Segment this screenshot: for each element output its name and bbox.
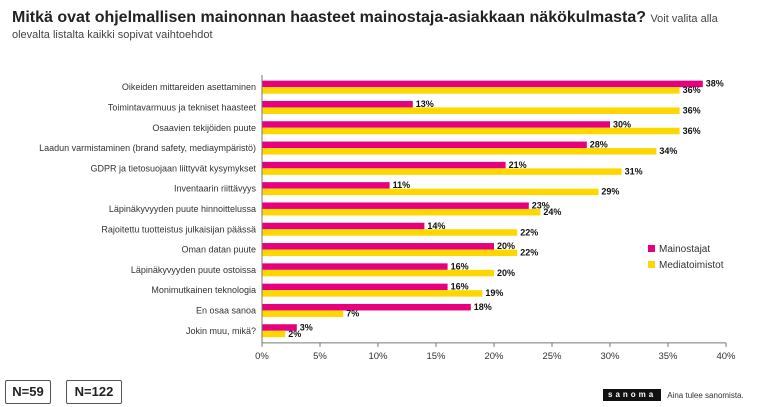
value-label-mainostajat: 13%: [416, 99, 434, 109]
bar-mainostajat: [262, 80, 703, 88]
x-tick-label: 5%: [313, 351, 327, 362]
value-label-mainostajat: 11%: [393, 180, 411, 190]
sanoma-logo: sanoma: [603, 389, 662, 401]
bar-mediatoimistot: [262, 127, 680, 135]
category-label: En osaa sanoa: [196, 305, 256, 315]
brand-tagline: Aina tulee sanomista.: [667, 390, 744, 400]
value-label-mediatoimistot: 22%: [520, 248, 538, 258]
legend-label-mediatoimistot: Mediatoimistot: [659, 260, 724, 271]
bar-mainostajat: [262, 283, 448, 291]
value-label-mainostajat: 16%: [451, 282, 469, 292]
bar-mediatoimistot: [262, 208, 541, 216]
value-label-mediatoimistot: 2%: [288, 329, 301, 339]
bar-mainostajat: [262, 324, 297, 331]
value-label-mainostajat: 30%: [613, 119, 631, 129]
category-label: Toimintavarmuus ja tekniset haasteet: [108, 102, 257, 112]
x-tick-label: 30%: [600, 351, 620, 362]
category-label: Läpinäkyvyyden puute hinnoittelussa: [109, 204, 256, 214]
sample-size-mediatoimistot: N=122: [66, 380, 122, 404]
brand-footer: sanoma Aina tulee sanomista.: [603, 389, 744, 401]
bar-mediatoimistot: [262, 229, 518, 236]
value-label-mediatoimistot: 20%: [497, 268, 515, 278]
value-label-mediatoimistot: 36%: [683, 126, 701, 136]
category-label: Laadun varmistaminen (brand safety, medi…: [39, 143, 256, 153]
category-label: Osaavien tekijöiden puute: [152, 123, 256, 133]
chart-subtitle-continued: olevalta listalta kaikki sopivat vaihtoe…: [12, 29, 213, 41]
bar-mainostajat: [262, 121, 610, 128]
category-label: GDPR ja tietosuojaan liittyvät kysymykse…: [90, 163, 256, 173]
legend-swatch-mainostajat: [648, 245, 655, 252]
bar-mainostajat: [262, 263, 448, 270]
value-label-mainostajat: 21%: [509, 160, 527, 170]
bar-mediatoimistot: [262, 310, 344, 317]
value-label-mainostajat: 23%: [532, 200, 550, 210]
bar-chart: Oikeiden mittareiden asettaminen 38% 36% To…: [39, 75, 736, 362]
x-tick-label: 25%: [542, 351, 562, 362]
legend-swatch-mediatoimistot: [648, 261, 655, 268]
value-label-mediatoimistot: 19%: [485, 288, 503, 298]
value-label-mediatoimistot: 36%: [683, 105, 701, 115]
bar-mainostajat: [262, 141, 587, 149]
category-label: Oikeiden mittareiden asettaminen: [122, 82, 256, 92]
x-tick-label: 0%: [255, 351, 269, 362]
chart-subtitle: Voit valita alla: [650, 13, 718, 25]
bar-mainostajat: [262, 100, 413, 108]
bar-mainostajat: [262, 222, 425, 230]
category-label: Rajoitettu tuotteistus julkaisijan pääss…: [101, 224, 256, 234]
value-label-mediatoimistot: 22%: [520, 227, 538, 237]
bar-mediatoimistot: [262, 330, 286, 338]
category-label: Oman datan puute: [181, 245, 256, 255]
x-tick-label: 35%: [658, 351, 678, 362]
value-label-mediatoimistot: 7%: [346, 308, 359, 318]
x-tick-label: 20%: [484, 351, 504, 362]
bar-mainostajat: [262, 303, 471, 311]
bar-mainostajat: [262, 161, 506, 169]
bar-mediatoimistot: [262, 87, 680, 94]
bar-mediatoimistot: [262, 188, 599, 196]
bar-mediatoimistot: [262, 168, 622, 175]
sample-size-mainostajat: N=59: [5, 380, 51, 404]
value-label-mainostajat: 3%: [300, 322, 313, 332]
legend-label-mainostajat: Mainostajat: [659, 244, 710, 255]
value-label-mediatoimistot: 34%: [659, 146, 677, 156]
value-label-mainostajat: 18%: [474, 302, 492, 312]
category-label: Inventaarin riittävyys: [174, 184, 257, 194]
value-label-mediatoimistot: 31%: [625, 166, 643, 176]
value-label-mediatoimistot: 24%: [543, 207, 561, 217]
value-label-mediatoimistot: 29%: [601, 187, 619, 197]
value-label-mainostajat: 38%: [706, 79, 724, 89]
bar-mediatoimistot: [262, 290, 483, 297]
bar-mainostajat: [262, 202, 529, 209]
category-label: Jokin muu, mikä?: [186, 326, 256, 336]
x-tick-label: 15%: [426, 351, 446, 362]
bar-mainostajat: [262, 243, 494, 250]
chart-title-block: Mitkä ovat ohjelmallisen mainonnan haast…: [12, 9, 747, 42]
chart-title: Mitkä ovat ohjelmallisen mainonnan haast…: [12, 9, 646, 26]
bar-mainostajat: [262, 182, 390, 189]
bar-mediatoimistot: [262, 148, 657, 155]
bar-mediatoimistot: [262, 249, 518, 257]
x-tick-label: 40%: [716, 351, 736, 362]
bar-mediatoimistot: [262, 269, 494, 277]
value-label-mainostajat: 28%: [590, 140, 608, 150]
x-tick-label: 10%: [368, 351, 388, 362]
value-label-mainostajat: 20%: [497, 241, 515, 251]
value-label-mainostajat: 16%: [451, 261, 469, 271]
category-label: Monimutkainen teknologia: [151, 285, 256, 295]
category-label: Läpinäkyvyyden puute ostoissa: [131, 265, 256, 275]
value-label-mediatoimistot: 36%: [683, 85, 701, 95]
value-label-mainostajat: 14%: [427, 221, 445, 231]
bar-mediatoimistot: [262, 107, 680, 114]
